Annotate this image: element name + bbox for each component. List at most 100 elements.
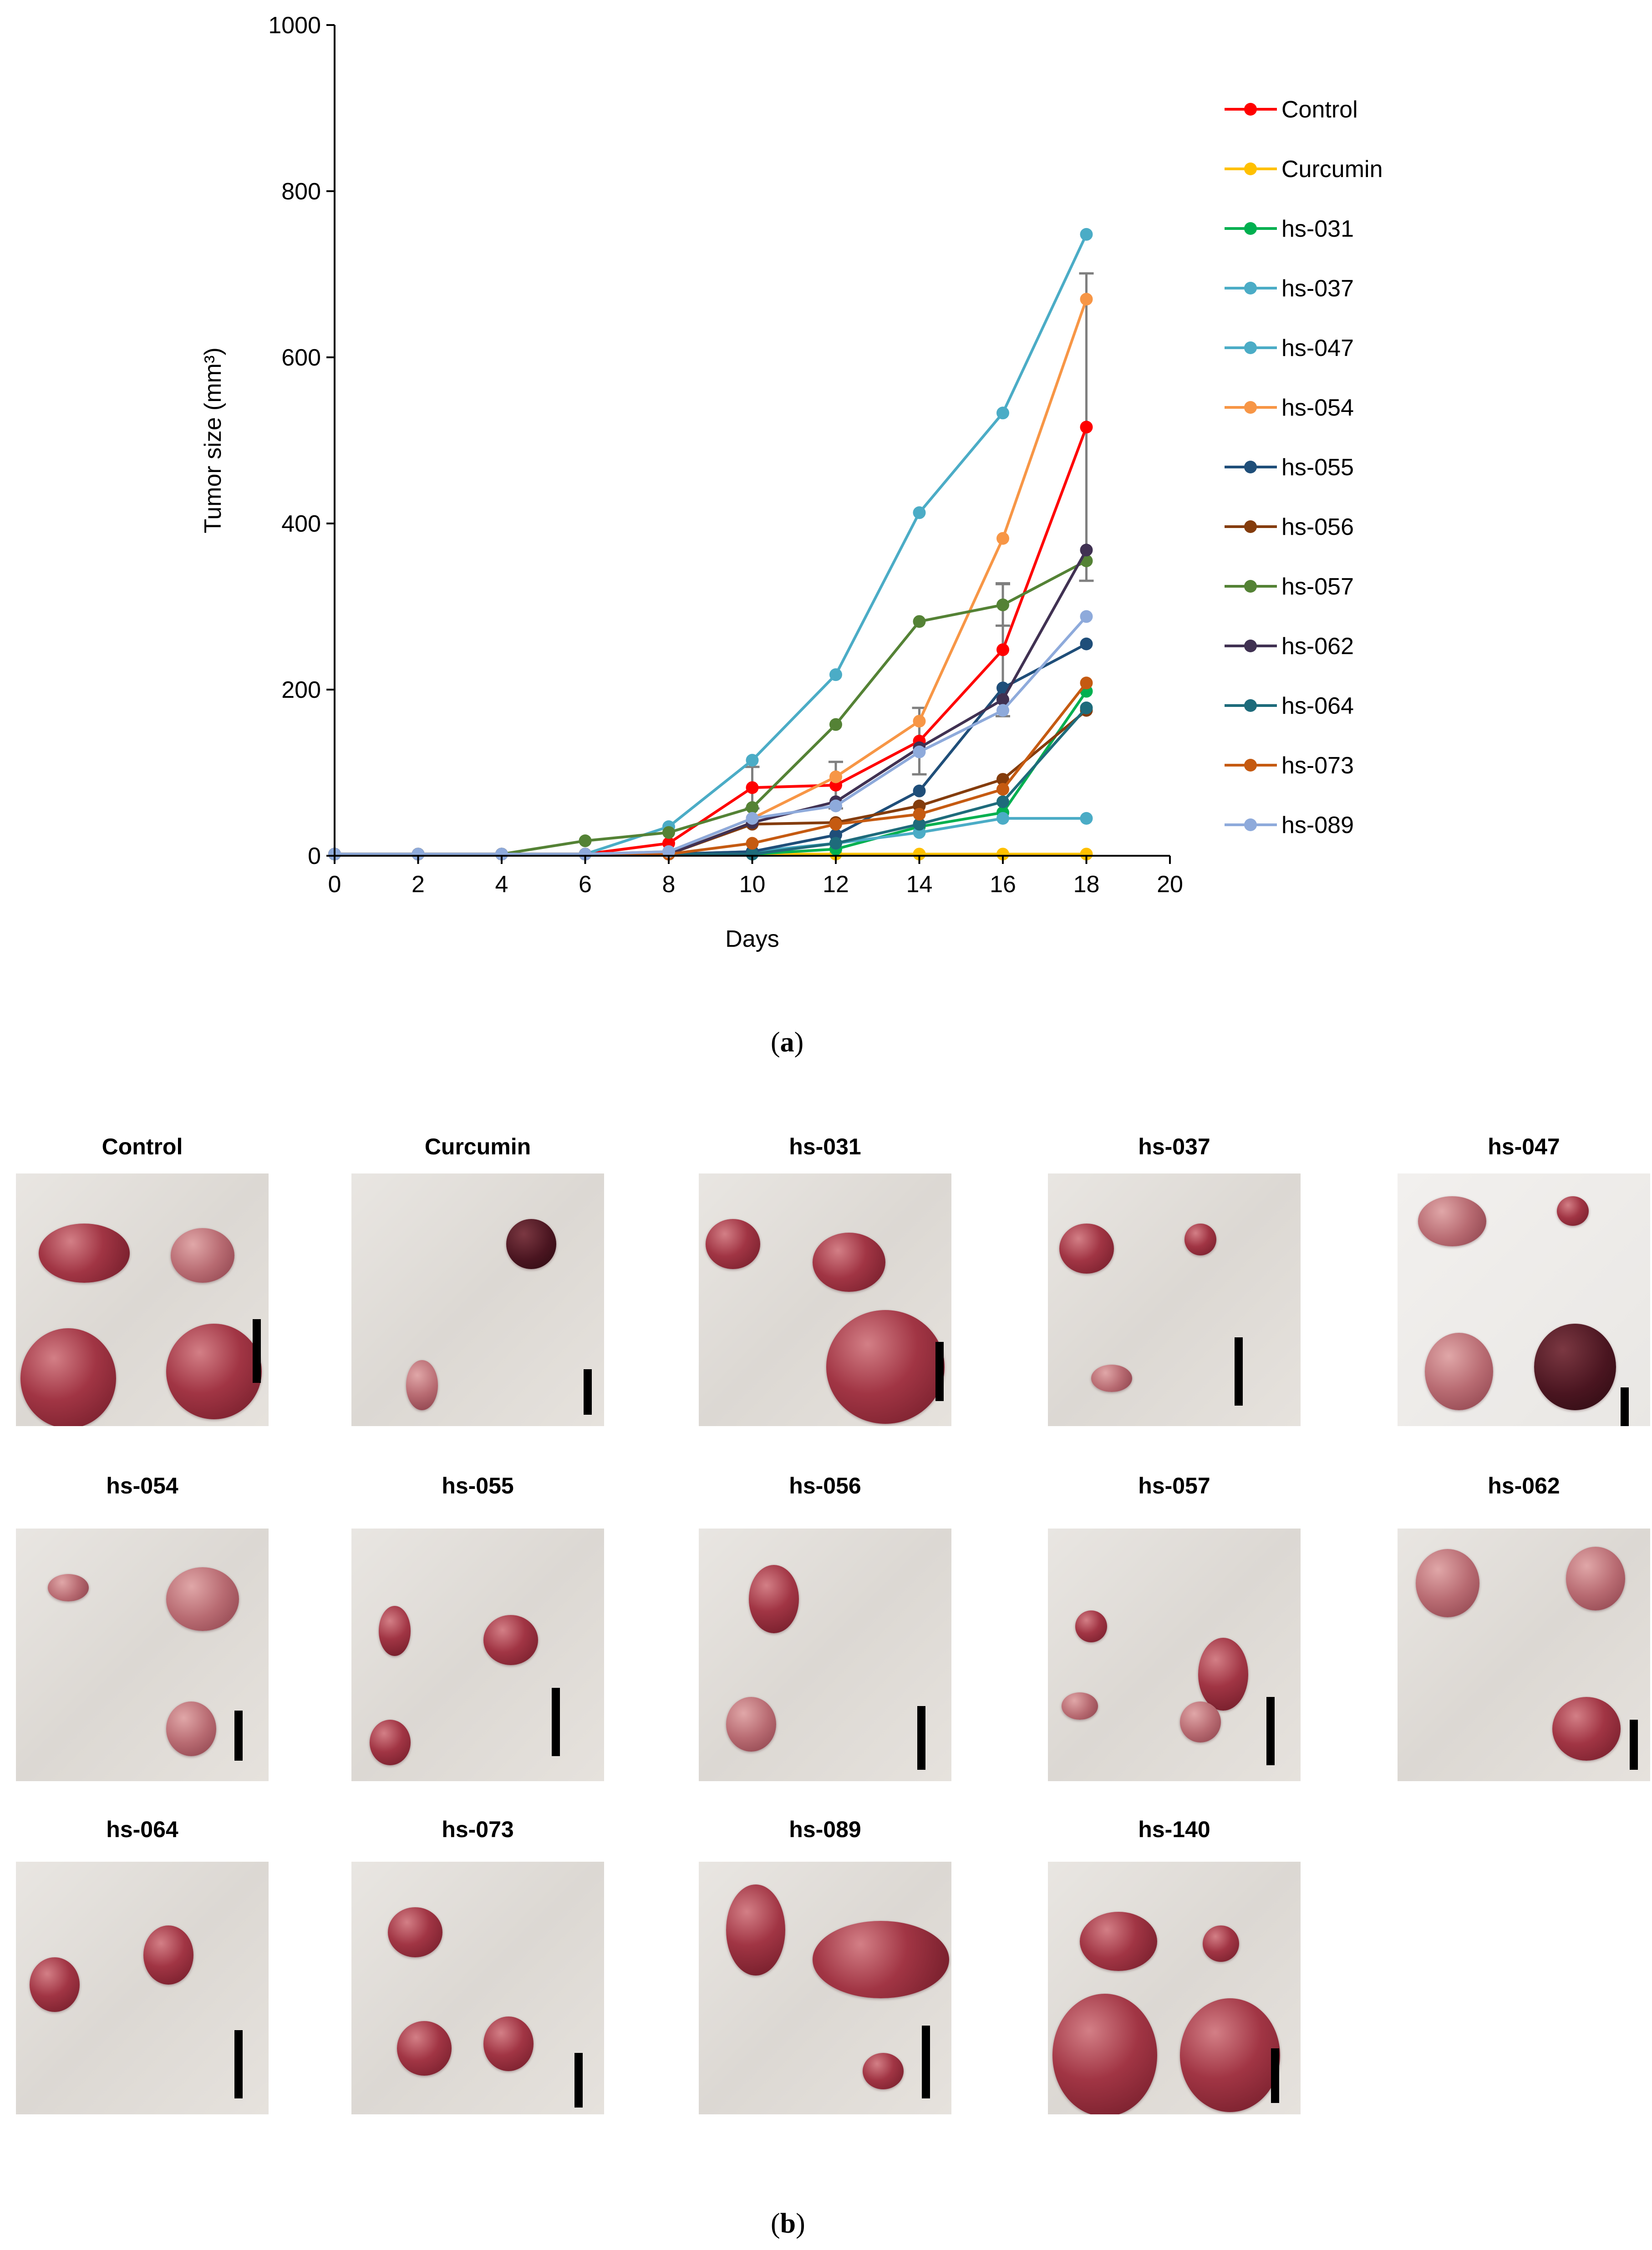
data-point-hs-055 (1080, 637, 1093, 650)
legend-label: hs-054 (1281, 395, 1354, 421)
y-tick-label: 1000 (268, 12, 321, 39)
tumor-specimen (166, 1701, 216, 1756)
data-point-hs-089 (579, 848, 592, 861)
scale-bar (234, 2030, 243, 2098)
legend-label: hs-057 (1281, 574, 1354, 600)
data-point-hs-057 (829, 718, 842, 731)
legend-swatch-marker (1244, 103, 1257, 116)
photo-title: hs-054 (106, 1473, 178, 1498)
legend-label: hs-089 (1281, 812, 1354, 838)
tumor-specimen (1059, 1224, 1114, 1274)
tumor-specimen (1566, 1547, 1625, 1610)
x-tick-label: 4 (495, 871, 508, 898)
x-tick-label: 0 (328, 871, 341, 898)
photo-panel: hs-062 (1398, 1473, 1650, 1781)
tumor-specimen (388, 1907, 442, 1957)
tumor-photo (16, 1529, 269, 1781)
tumor-specimen (506, 1219, 556, 1269)
data-point-hs-056 (996, 773, 1009, 786)
tumor-specimen (370, 1720, 411, 1765)
tumor-growth-chart: 0 200 400 600 800 1000 0 2 4 6 8 10 12 14 16 18 20 Days Tu… (200, 12, 1383, 952)
x-axis-label: Days (725, 926, 779, 952)
tumor-photo (699, 1173, 951, 1426)
tumor-specimen (1062, 1692, 1098, 1720)
legend-swatch-marker (1244, 818, 1257, 831)
series-line-hs-064 (335, 707, 1088, 856)
photo-title: Curcumin (424, 1134, 531, 1159)
scale-bar (1630, 1720, 1638, 1770)
tumor-photo (1048, 1173, 1301, 1426)
legend-label: hs-031 (1281, 216, 1354, 242)
x-tick-label: 6 (579, 871, 592, 898)
tumor-specimen (1425, 1333, 1493, 1410)
tumor-specimen (1052, 1994, 1157, 2114)
legend-label: hs-064 (1281, 693, 1354, 719)
data-point-hs-089 (495, 848, 508, 861)
photo-title: hs-031 (789, 1134, 861, 1159)
photo-panel: hs-047 (1398, 1133, 1650, 1426)
data-point-hs-047 (746, 754, 759, 767)
tumor-specimen (863, 2053, 904, 2089)
photo-panel: hs-073 (351, 1816, 604, 2114)
y-tick-label: 600 (281, 345, 321, 371)
legend-swatch-marker (1244, 759, 1257, 772)
tumor-specimen (1203, 1925, 1239, 1962)
tumor-specimen (143, 1925, 193, 1985)
data-point-hs-073 (996, 783, 1009, 796)
legend-label: hs-037 (1281, 275, 1354, 302)
data-point-hs-047 (996, 406, 1009, 420)
data-point-hs-054 (829, 770, 842, 783)
scale-bar (253, 1319, 261, 1383)
tumor-specimen (813, 1233, 885, 1292)
data-point-Curcumin (996, 848, 1009, 861)
y-tick-label: 400 (281, 511, 321, 537)
y-tick-label: 800 (281, 178, 321, 205)
tumor-photo (1048, 1529, 1301, 1781)
tumor-specimen (1198, 1638, 1248, 1711)
data-point-hs-064 (996, 795, 1009, 808)
scale-bar (234, 1711, 243, 1761)
tumor-specimen (379, 1606, 411, 1656)
data-point-hs-057 (579, 834, 592, 848)
tumor-specimen (1075, 1610, 1107, 1642)
data-point-Curcumin (1080, 848, 1093, 861)
data-point-hs-057 (746, 801, 759, 814)
legend-swatch-marker (1244, 580, 1257, 593)
data-point-hs-073 (746, 837, 759, 850)
data-point-Control (996, 643, 1009, 656)
data-point-Curcumin (913, 848, 926, 861)
legend-swatch-marker (1244, 341, 1257, 354)
tumor-specimen (1416, 1549, 1479, 1617)
series-line-hs-073 (335, 682, 1088, 856)
data-point-hs-089 (996, 704, 1009, 717)
tumor-specimen (1091, 1365, 1132, 1392)
legend-label: hs-062 (1281, 633, 1354, 660)
data-point-hs-054 (1080, 293, 1093, 306)
x-tick-label: 8 (662, 871, 676, 898)
tumor-specimen (1552, 1697, 1621, 1761)
tumor-photo (16, 1862, 269, 2114)
tumor-photo (1398, 1529, 1650, 1781)
tumor-specimen (166, 1324, 262, 1419)
legend: Control Curcumin hs-031 hs-037 hs-047 hs-054 h… (1225, 97, 1383, 838)
tumor-specimen (48, 1574, 89, 1601)
tumor-specimen (813, 1921, 949, 1998)
legend-label: Curcumin (1281, 156, 1383, 183)
data-point-hs-037 (996, 812, 1009, 825)
x-tick-label: 20 (1157, 871, 1183, 898)
scale-bar (917, 1706, 925, 1770)
data-point-hs-073 (829, 818, 842, 831)
tumor-specimen (483, 2016, 534, 2071)
tumor-photo (351, 1173, 604, 1426)
x-tick-label: 14 (906, 871, 933, 898)
tumor-specimen (1418, 1196, 1486, 1246)
tumor-specimen (1180, 1701, 1221, 1742)
scale-bar (584, 1369, 592, 1415)
photo-title: hs-047 (1488, 1134, 1560, 1159)
tumor-specimen (20, 1328, 116, 1426)
legend-label: hs-055 (1281, 454, 1354, 481)
data-point-hs-064 (829, 837, 842, 850)
data-point-hs-073 (913, 808, 926, 821)
legend-label: hs-047 (1281, 335, 1354, 361)
x-tick-label: 10 (739, 871, 766, 898)
